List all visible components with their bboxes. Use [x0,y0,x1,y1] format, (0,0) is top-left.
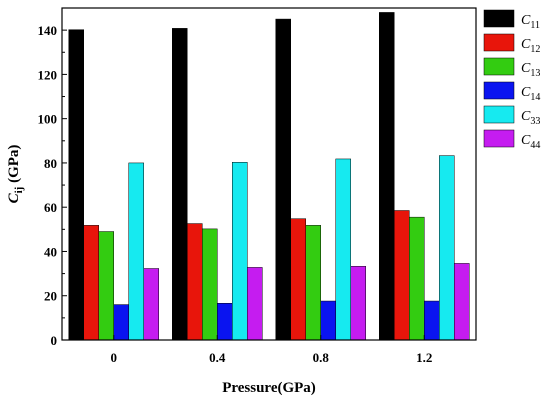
legend-swatch-c13 [483,57,515,76]
y-tick-label: 20 [44,289,57,304]
bar-c33-0 [128,162,144,341]
bar-c11-0 [68,29,84,341]
bar-c14-0_4 [217,303,233,341]
x-tick-label: 1.2 [416,350,432,365]
y-axis: 0 20 40 60 80 100 120 140 [38,23,67,348]
legend-swatch-c44 [483,129,515,148]
x-tick-label: 0 [111,350,118,365]
x-axis-title: Pressure(GPa) [222,380,316,396]
bar-c44-0 [143,268,159,341]
bar-c13-0_4 [202,228,218,341]
bar-c33-1_2 [439,155,455,341]
bar-c44-0_8 [350,266,366,341]
bar-c13-0 [98,231,114,341]
bar-c12-0 [83,225,99,341]
bar-c14-0 [113,304,129,341]
bar-c12-0_8 [290,218,306,341]
y-tick-label: 80 [44,156,57,171]
legend-label-c11: C11 [521,13,540,31]
bar-c11-0_4 [172,28,188,341]
x-tick-label: 0.4 [209,350,226,365]
bar-c33-0_8 [335,158,351,341]
y-axis-title-sub: ij [13,187,25,194]
bar-c13-0_8 [305,225,321,341]
y-tick-label: 60 [44,200,57,215]
legend-swatch-c33 [483,105,515,124]
bar-c44-1_2 [454,263,470,341]
bar-c14-0_8 [320,300,336,341]
legend: C11 C12 C13 C14 C33 C44 [483,9,540,151]
x-axis: 0 0.4 0.8 1.2 [111,335,432,365]
y-tick-label: 100 [38,112,58,127]
legend-swatch-c12 [483,33,515,52]
y-tick-label: 140 [38,23,58,38]
bar-c12-0_4 [187,223,203,341]
bars-group [68,12,470,341]
y-axis-title-unit: (GPa) [6,145,22,187]
legend-label-c33: C33 [521,109,540,127]
y-tick-label: 0 [51,333,58,348]
legend-label-c13: C13 [521,61,540,79]
y-tick-label: 40 [44,244,57,259]
legend-swatch-c14 [483,81,515,100]
bar-c44-0_4 [247,267,263,341]
y-axis-title-main: C [6,192,22,203]
legend-label-c12: C12 [521,37,540,55]
bar-c33-0_4 [232,162,248,341]
bar-c11-0_8 [275,18,291,341]
y-axis-title: Cij (GPa) [6,145,25,204]
plot-frame [61,7,477,341]
legend-swatch-c11 [483,9,515,28]
bar-c14-1_2 [424,300,440,341]
legend-label-c14: C14 [521,85,540,103]
x-tick-label: 0.8 [313,350,330,365]
y-tick-label: 120 [38,67,58,82]
bar-c13-1_2 [409,216,425,341]
legend-label-c44: C44 [521,133,540,151]
bar-c12-1_2 [394,210,410,341]
bar-c11-1_2 [379,12,395,341]
